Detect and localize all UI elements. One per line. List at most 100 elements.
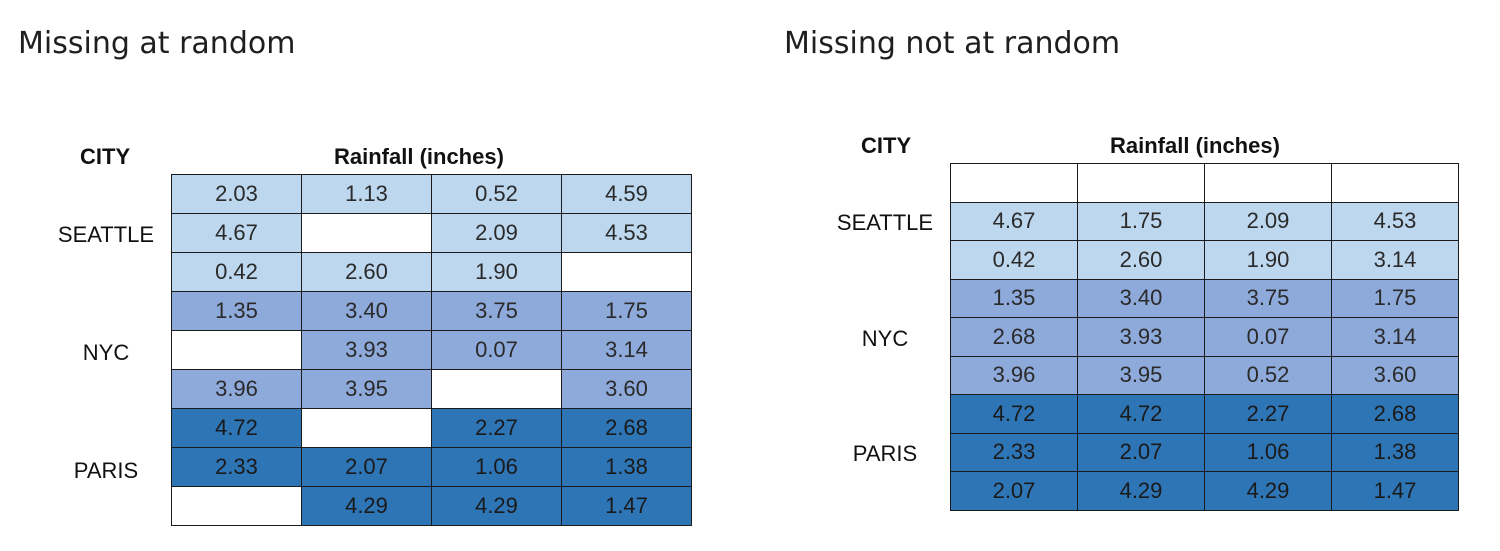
cell-value: 1.75 bbox=[605, 298, 648, 323]
table-cell: 3.93 bbox=[301, 330, 432, 370]
table-cell: 3.60 bbox=[561, 369, 692, 409]
cell-value: 1.47 bbox=[605, 493, 648, 518]
table-row: 1.35 3.40 3.75 1.75 bbox=[171, 291, 692, 331]
right-rainfall-table: 4.67 1.75 2.09 4.53 0.42 2.60 1.90 3.14 1.35 3.40… bbox=[950, 163, 1459, 511]
cell-value: 2.68 bbox=[992, 323, 1036, 349]
table-cell: 3.40 bbox=[301, 291, 432, 331]
title-missing-not-at-random: Missing not at random bbox=[784, 26, 1121, 61]
left-city-seattle: SEATTLE bbox=[57, 222, 155, 247]
table-cell: 3.95 bbox=[301, 369, 432, 409]
cell-value: 0.42 bbox=[215, 259, 258, 284]
table-cell: 1.90 bbox=[431, 252, 562, 292]
table-cell: 0.07 bbox=[1204, 317, 1332, 357]
right-city-nyc: NYC bbox=[861, 326, 909, 351]
table-cell: 2.33 bbox=[950, 432, 1078, 472]
cell-value: 0.52 bbox=[475, 181, 518, 206]
table-cell: 3.95 bbox=[1077, 355, 1205, 395]
table-cell: 2.60 bbox=[301, 252, 432, 292]
table-row: 4.67 1.75 2.09 4.53 bbox=[950, 201, 1459, 241]
cell-value: 3.40 bbox=[345, 298, 388, 323]
table-cell: 1.47 bbox=[1331, 471, 1459, 511]
cell-value: 1.13 bbox=[345, 181, 388, 206]
cell-value: 4.59 bbox=[605, 181, 648, 206]
table-cell bbox=[1331, 163, 1459, 203]
cell-value: 1.35 bbox=[992, 285, 1036, 311]
table-row: 3.93 0.07 3.14 bbox=[171, 330, 692, 370]
cell-value: 2.07 bbox=[1119, 439, 1163, 465]
cell-value: 4.29 bbox=[1119, 477, 1163, 503]
table-row: 2.68 3.93 0.07 3.14 bbox=[950, 317, 1459, 357]
table-row: 4.72 2.27 2.68 bbox=[171, 408, 692, 448]
cell-value: 1.06 bbox=[1246, 439, 1290, 465]
table-cell: 1.06 bbox=[431, 447, 562, 487]
table-cell: 1.90 bbox=[1204, 240, 1332, 280]
cell-value: 3.96 bbox=[992, 362, 1036, 388]
cell-value: 3.75 bbox=[475, 298, 518, 323]
cell-value: 3.95 bbox=[1119, 362, 1163, 388]
left-rainfall-table: 2.03 1.13 0.52 4.59 4.67 2.09 4.53 0.42 2.60 1.90… bbox=[171, 174, 692, 526]
cell-value: 4.29 bbox=[345, 493, 388, 518]
cell-value: 1.90 bbox=[475, 259, 518, 284]
table-cell: 2.60 bbox=[1077, 240, 1205, 280]
table-cell: 1.38 bbox=[561, 447, 692, 487]
table-cell: 2.07 bbox=[950, 471, 1078, 511]
table-cell: 2.68 bbox=[561, 408, 692, 448]
cell-value: 2.60 bbox=[345, 259, 388, 284]
table-cell: 1.38 bbox=[1331, 432, 1459, 472]
cell-value: 3.93 bbox=[345, 337, 388, 362]
left-city-paris: PARIS bbox=[73, 458, 139, 483]
table-row: 2.33 2.07 1.06 1.38 bbox=[171, 447, 692, 487]
table-row: 2.03 1.13 0.52 4.59 bbox=[171, 174, 692, 214]
table-row: 3.96 3.95 3.60 bbox=[171, 369, 692, 409]
table-cell bbox=[950, 163, 1078, 203]
table-cell: 3.96 bbox=[950, 355, 1078, 395]
table-cell: 2.27 bbox=[431, 408, 562, 448]
table-cell: 3.60 bbox=[1331, 355, 1459, 395]
cell-value: 1.75 bbox=[1119, 208, 1163, 234]
table-cell: 3.14 bbox=[1331, 240, 1459, 280]
cell-value: 2.09 bbox=[475, 220, 518, 245]
cell-value: 0.42 bbox=[992, 246, 1036, 272]
table-cell: 1.75 bbox=[1077, 201, 1205, 241]
table-cell: 1.75 bbox=[1331, 278, 1459, 318]
table-row: 2.33 2.07 1.06 1.38 bbox=[950, 432, 1459, 472]
left-city-header: CITY bbox=[80, 144, 131, 169]
cell-value: 3.14 bbox=[1373, 323, 1417, 349]
cell-value: 2.07 bbox=[992, 477, 1036, 503]
table-cell: 2.68 bbox=[1331, 394, 1459, 434]
right-city-header: CITY bbox=[861, 133, 912, 158]
table-cell: 0.52 bbox=[1204, 355, 1332, 395]
right-city-paris: PARIS bbox=[852, 441, 918, 466]
table-cell bbox=[301, 213, 432, 253]
table-cell: 4.53 bbox=[561, 213, 692, 253]
table-cell bbox=[561, 252, 692, 292]
cell-value: 2.03 bbox=[215, 181, 258, 206]
table-row: 4.72 4.72 2.27 2.68 bbox=[950, 394, 1459, 434]
cell-value: 3.95 bbox=[345, 376, 388, 401]
table-cell: 4.29 bbox=[1077, 471, 1205, 511]
cell-value: 4.53 bbox=[605, 220, 648, 245]
table-cell: 1.13 bbox=[301, 174, 432, 214]
table-cell: 3.93 bbox=[1077, 317, 1205, 357]
table-cell: 2.03 bbox=[171, 174, 302, 214]
cell-value: 2.68 bbox=[1373, 400, 1417, 426]
table-row: 4.67 2.09 4.53 bbox=[171, 213, 692, 253]
cell-value: 2.07 bbox=[345, 454, 388, 479]
table-cell: 1.35 bbox=[950, 278, 1078, 318]
right-rainfall-header: Rainfall (inches) bbox=[1110, 133, 1280, 158]
table-cell: 2.07 bbox=[1077, 432, 1205, 472]
table-row: 1.35 3.40 3.75 1.75 bbox=[950, 278, 1459, 318]
table-cell: 3.14 bbox=[1331, 317, 1459, 357]
table-row: 0.42 2.60 1.90 bbox=[171, 252, 692, 292]
table-row: 4.29 4.29 1.47 bbox=[171, 486, 692, 526]
cell-value: 1.38 bbox=[1373, 439, 1417, 465]
table-cell: 4.59 bbox=[561, 174, 692, 214]
cell-value: 2.27 bbox=[475, 415, 518, 440]
cell-value: 1.75 bbox=[1373, 285, 1417, 311]
table-cell: 1.35 bbox=[171, 291, 302, 331]
left-rainfall-header: Rainfall (inches) bbox=[334, 144, 504, 169]
table-cell: 3.14 bbox=[561, 330, 692, 370]
table-cell: 0.42 bbox=[171, 252, 302, 292]
table-cell bbox=[1077, 163, 1205, 203]
table-row bbox=[950, 163, 1459, 203]
